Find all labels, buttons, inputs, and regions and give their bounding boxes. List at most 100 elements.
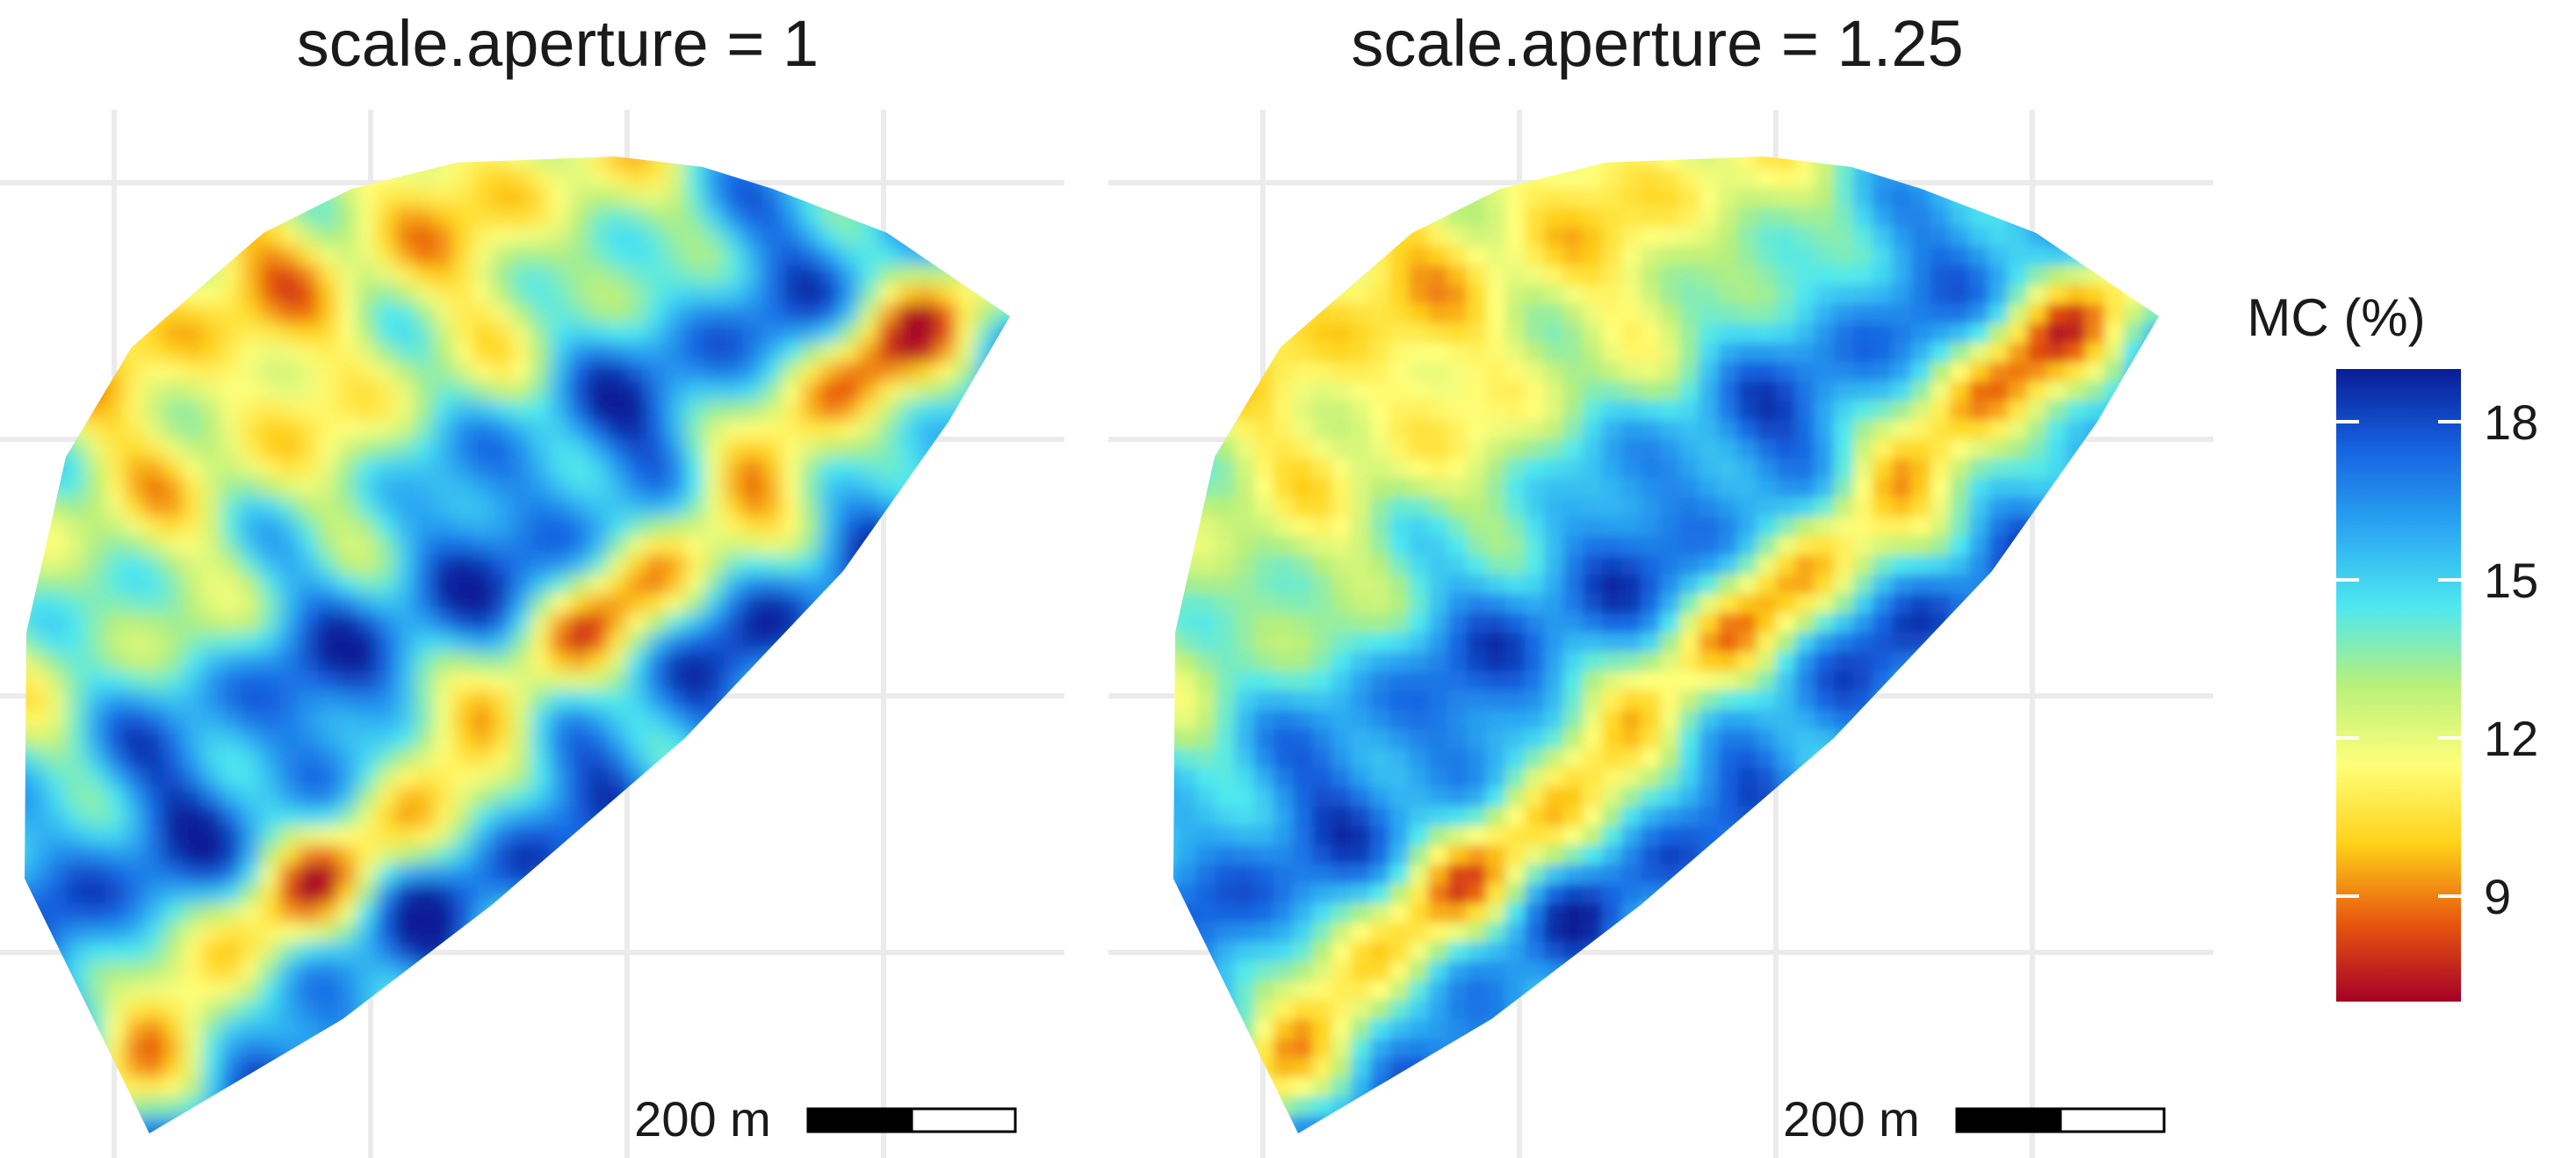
field-left-cell bbox=[685, 1039, 705, 1059]
field-left-cell bbox=[337, 826, 357, 846]
field-right-cell bbox=[1969, 903, 1989, 923]
field-right-cell bbox=[1699, 536, 1719, 556]
field-left-cell bbox=[318, 710, 338, 730]
field-left-cell bbox=[125, 865, 145, 885]
field-right-cell bbox=[1602, 787, 1622, 807]
field-right-cell bbox=[1621, 749, 1642, 769]
field-right-cell bbox=[1173, 401, 1178, 421]
field-left-cell bbox=[936, 459, 956, 479]
field-left-cell bbox=[260, 478, 280, 498]
field-left-cell bbox=[859, 981, 879, 1001]
field-right-cell bbox=[1428, 884, 1448, 904]
field-right-cell bbox=[1757, 749, 1777, 769]
field-left-cell bbox=[917, 207, 937, 228]
field-right-cell bbox=[1389, 749, 1410, 769]
field-right-cell bbox=[2162, 787, 2183, 807]
field-left-cell bbox=[395, 459, 415, 479]
field-right-cell bbox=[1467, 362, 1487, 382]
field-left-cell bbox=[86, 652, 106, 672]
field-right-cell bbox=[1216, 787, 1236, 807]
field-left-cell bbox=[86, 710, 106, 730]
field-right-cell bbox=[1815, 304, 1835, 324]
field-left-cell bbox=[627, 343, 647, 363]
field-right-cell bbox=[1447, 787, 1468, 807]
field-left-cell bbox=[473, 691, 493, 711]
field-left-cell bbox=[67, 304, 87, 324]
field-right-cell bbox=[1853, 246, 1873, 266]
field-left-cell bbox=[685, 729, 705, 749]
field-left-cell bbox=[975, 207, 995, 228]
field-left-cell bbox=[376, 768, 396, 788]
field-right-cell bbox=[1660, 691, 1680, 711]
field-left-cell bbox=[47, 1019, 68, 1039]
field-right-cell bbox=[1505, 478, 1526, 498]
field-left-cell bbox=[260, 768, 280, 788]
field-left-cell bbox=[588, 156, 609, 170]
field-right-cell bbox=[2162, 671, 2183, 691]
field-left-cell bbox=[975, 227, 995, 247]
field-left-cell bbox=[67, 459, 87, 479]
field-left-cell bbox=[86, 613, 106, 633]
field-left-cell bbox=[144, 401, 164, 421]
field-left-cell bbox=[183, 575, 203, 595]
field-right-cell bbox=[1525, 343, 1545, 363]
field-right-cell bbox=[1621, 517, 1642, 537]
field-right-cell bbox=[1950, 923, 1970, 943]
field-left-cell bbox=[376, 729, 396, 749]
field-left-cell bbox=[221, 710, 242, 730]
field-left-cell bbox=[994, 633, 1010, 653]
field-left-cell bbox=[666, 188, 686, 208]
field-right-cell bbox=[1872, 768, 1893, 788]
field-right-cell bbox=[1660, 536, 1680, 556]
field-left-cell bbox=[801, 710, 821, 730]
field-left-cell bbox=[492, 1096, 512, 1117]
field-left-cell bbox=[241, 981, 261, 1001]
field-right-cell bbox=[1621, 787, 1642, 807]
field-right-cell bbox=[1815, 807, 1835, 827]
field-right-cell bbox=[1930, 652, 1951, 672]
field-right-cell bbox=[1834, 188, 1854, 208]
field-right-cell bbox=[1699, 459, 1719, 479]
field-left-cell bbox=[898, 1135, 918, 1155]
field-right-cell bbox=[1173, 169, 1178, 189]
field-left-cell bbox=[666, 343, 686, 363]
field-left-cell bbox=[241, 207, 261, 228]
field-left-cell bbox=[434, 1116, 454, 1133]
field-right-cell bbox=[1312, 207, 1332, 228]
field-left-cell bbox=[550, 807, 570, 827]
field-right-cell bbox=[1235, 942, 1255, 962]
field-right-cell bbox=[2046, 710, 2067, 730]
field-left-cell bbox=[646, 826, 667, 846]
field-left-cell bbox=[86, 633, 106, 653]
field-right-cell bbox=[1892, 285, 1912, 305]
field-left-cell bbox=[840, 555, 860, 575]
field-left-cell bbox=[125, 478, 145, 498]
field-right-cell bbox=[1447, 246, 1468, 266]
field-right-cell bbox=[1331, 749, 1352, 769]
field-right-cell bbox=[1602, 285, 1622, 305]
field-right-cell bbox=[1428, 768, 1448, 788]
field-left-cell bbox=[337, 1058, 357, 1078]
field-right-cell bbox=[1447, 285, 1468, 305]
field-left-cell bbox=[260, 1135, 280, 1155]
field-left-cell bbox=[511, 749, 531, 769]
field-left-cell bbox=[492, 420, 512, 440]
field-right-cell bbox=[1911, 381, 1931, 402]
field-left-cell bbox=[241, 439, 261, 460]
field-left-cell bbox=[782, 188, 802, 208]
field-right-cell bbox=[2143, 613, 2159, 633]
field-left-cell bbox=[105, 478, 126, 498]
field-right-cell bbox=[1757, 691, 1777, 711]
field-right-cell bbox=[1331, 188, 1352, 208]
field-right-cell bbox=[1370, 652, 1390, 672]
field-left-cell bbox=[453, 188, 473, 208]
field-right-cell bbox=[1699, 903, 1719, 923]
field-left-cell bbox=[956, 362, 976, 382]
field-left-cell bbox=[260, 420, 280, 440]
field-right-cell bbox=[1950, 575, 1970, 595]
field-left-cell bbox=[318, 826, 338, 846]
field-right-cell bbox=[1699, 362, 1719, 382]
field-right-cell bbox=[1274, 420, 1294, 440]
field-left-cell bbox=[994, 401, 1010, 421]
field-right-cell bbox=[1447, 439, 1468, 460]
